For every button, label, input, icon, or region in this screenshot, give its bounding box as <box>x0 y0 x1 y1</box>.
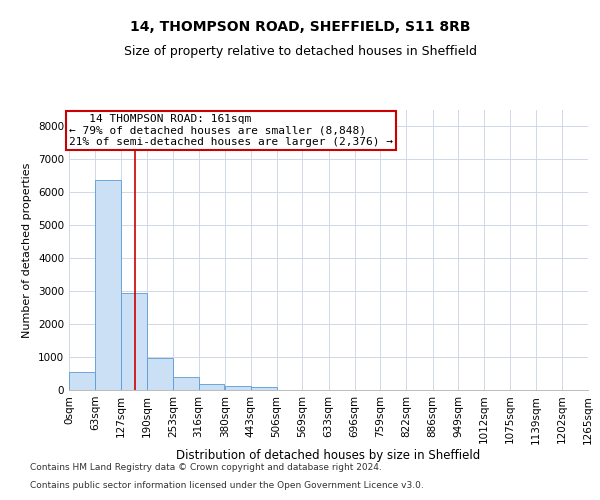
Bar <box>147 358 173 390</box>
Bar <box>69 372 95 390</box>
Bar <box>225 386 251 390</box>
Text: 14 THOMPSON ROAD: 161sqm
← 79% of detached houses are smaller (8,848)
21% of sem: 14 THOMPSON ROAD: 161sqm ← 79% of detach… <box>69 114 393 147</box>
Y-axis label: Number of detached properties: Number of detached properties <box>22 162 32 338</box>
Text: 14, THOMPSON ROAD, SHEFFIELD, S11 8RB: 14, THOMPSON ROAD, SHEFFIELD, S11 8RB <box>130 20 470 34</box>
Bar <box>199 384 224 390</box>
Bar <box>95 180 121 390</box>
X-axis label: Distribution of detached houses by size in Sheffield: Distribution of detached houses by size … <box>176 449 481 462</box>
Bar <box>173 377 199 390</box>
Bar <box>251 388 277 390</box>
Text: Size of property relative to detached houses in Sheffield: Size of property relative to detached ho… <box>124 45 476 58</box>
Text: Contains public sector information licensed under the Open Government Licence v3: Contains public sector information licen… <box>30 481 424 490</box>
Bar <box>121 294 147 390</box>
Text: Contains HM Land Registry data © Crown copyright and database right 2024.: Contains HM Land Registry data © Crown c… <box>30 464 382 472</box>
